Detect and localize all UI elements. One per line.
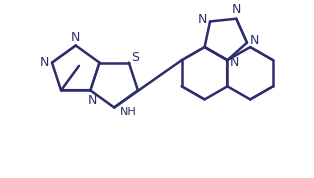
Text: N: N [39,56,49,69]
Text: N: N [232,3,241,16]
Text: N: N [71,31,80,44]
Text: N: N [88,94,97,107]
Text: NH: NH [120,108,136,117]
Text: N: N [198,13,207,26]
Text: N: N [250,34,260,47]
Text: S: S [131,51,139,64]
Text: N: N [230,56,239,69]
